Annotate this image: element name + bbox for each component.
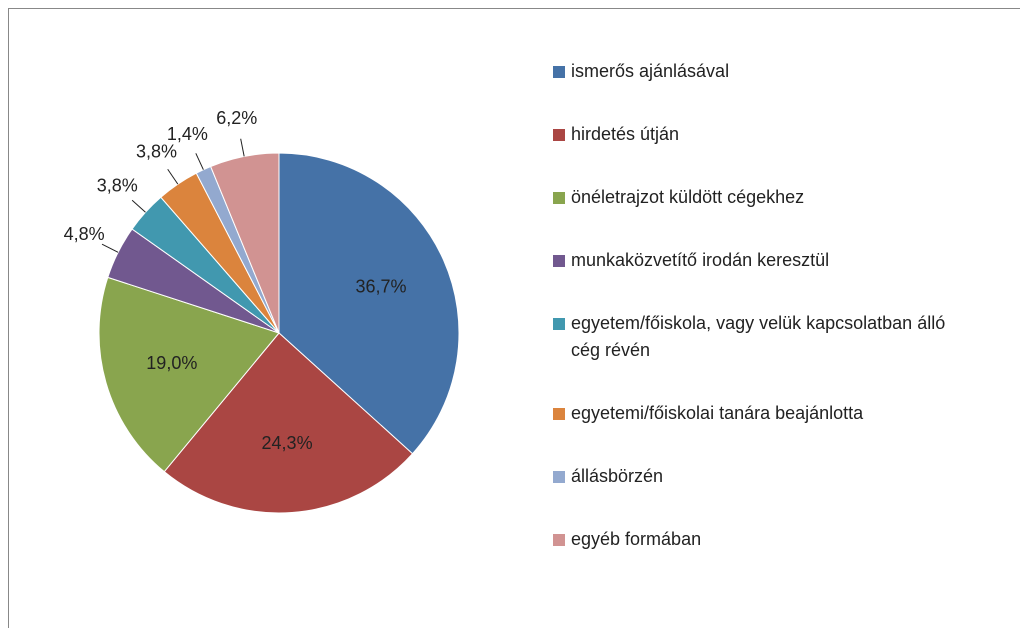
data-label: 24,3% bbox=[262, 433, 313, 453]
data-label: 19,0% bbox=[146, 353, 197, 373]
legend-swatch bbox=[553, 255, 565, 267]
data-label: 1,4% bbox=[167, 124, 208, 144]
legend-label: ismerős ajánlásával bbox=[571, 61, 730, 81]
legend-swatch bbox=[553, 471, 565, 483]
data-label: 3,8% bbox=[97, 176, 138, 196]
leader-line bbox=[240, 138, 245, 157]
legend-item: állásbörzén bbox=[553, 463, 973, 490]
pie-slice bbox=[163, 332, 414, 514]
legend-label: egyéb formában bbox=[571, 529, 702, 549]
legend-item: hirdetés útján bbox=[553, 121, 973, 148]
legend-item: munkaközvetítő irodán keresztül bbox=[553, 247, 973, 274]
frame bbox=[8, 8, 1020, 628]
legend-label: munkaközvetítő irodán keresztül bbox=[571, 250, 830, 270]
data-label: 36,7% bbox=[355, 276, 406, 296]
leader-line bbox=[195, 153, 204, 170]
legend-item: ismerős ajánlásával bbox=[553, 58, 973, 85]
pie-slice bbox=[98, 276, 280, 473]
legend-item: önéletrajzot küldött cégekhez bbox=[553, 184, 973, 211]
legend-label: hirdetés útján bbox=[571, 124, 680, 144]
pie-slice bbox=[278, 152, 460, 455]
data-label: 4,8% bbox=[64, 224, 105, 244]
pie-slice bbox=[209, 152, 280, 334]
leader-line bbox=[101, 243, 119, 253]
legend-swatch bbox=[553, 534, 565, 546]
legend-swatch bbox=[553, 66, 565, 78]
legend-label: egyetemi/főiskolai tanára beajánlotta bbox=[571, 403, 864, 423]
legend-swatch bbox=[553, 408, 565, 420]
legend-label: önéletrajzot küldött cégekhez bbox=[571, 187, 805, 207]
data-label: 6,2% bbox=[216, 108, 257, 128]
data-label: 3,8% bbox=[136, 141, 177, 161]
legend-swatch bbox=[553, 318, 565, 330]
legend-label: egyetem/főiskola, vagy velük kapcsolatba… bbox=[571, 313, 946, 360]
legend-swatch bbox=[553, 129, 565, 141]
legend: ismerős ajánlásával hirdetés útján önéletr… bbox=[553, 58, 973, 553]
leader-line bbox=[167, 168, 179, 185]
legend-item: egyetemi/főiskolai tanára beajánlotta bbox=[553, 400, 973, 427]
legend-swatch bbox=[553, 192, 565, 204]
legend-label: állásbörzén bbox=[571, 466, 664, 486]
legend-item: egyetem/főiskola, vagy velük kapcsolatba… bbox=[553, 310, 973, 364]
legend-item: egyéb formában bbox=[553, 526, 973, 553]
leader-line bbox=[131, 199, 146, 213]
